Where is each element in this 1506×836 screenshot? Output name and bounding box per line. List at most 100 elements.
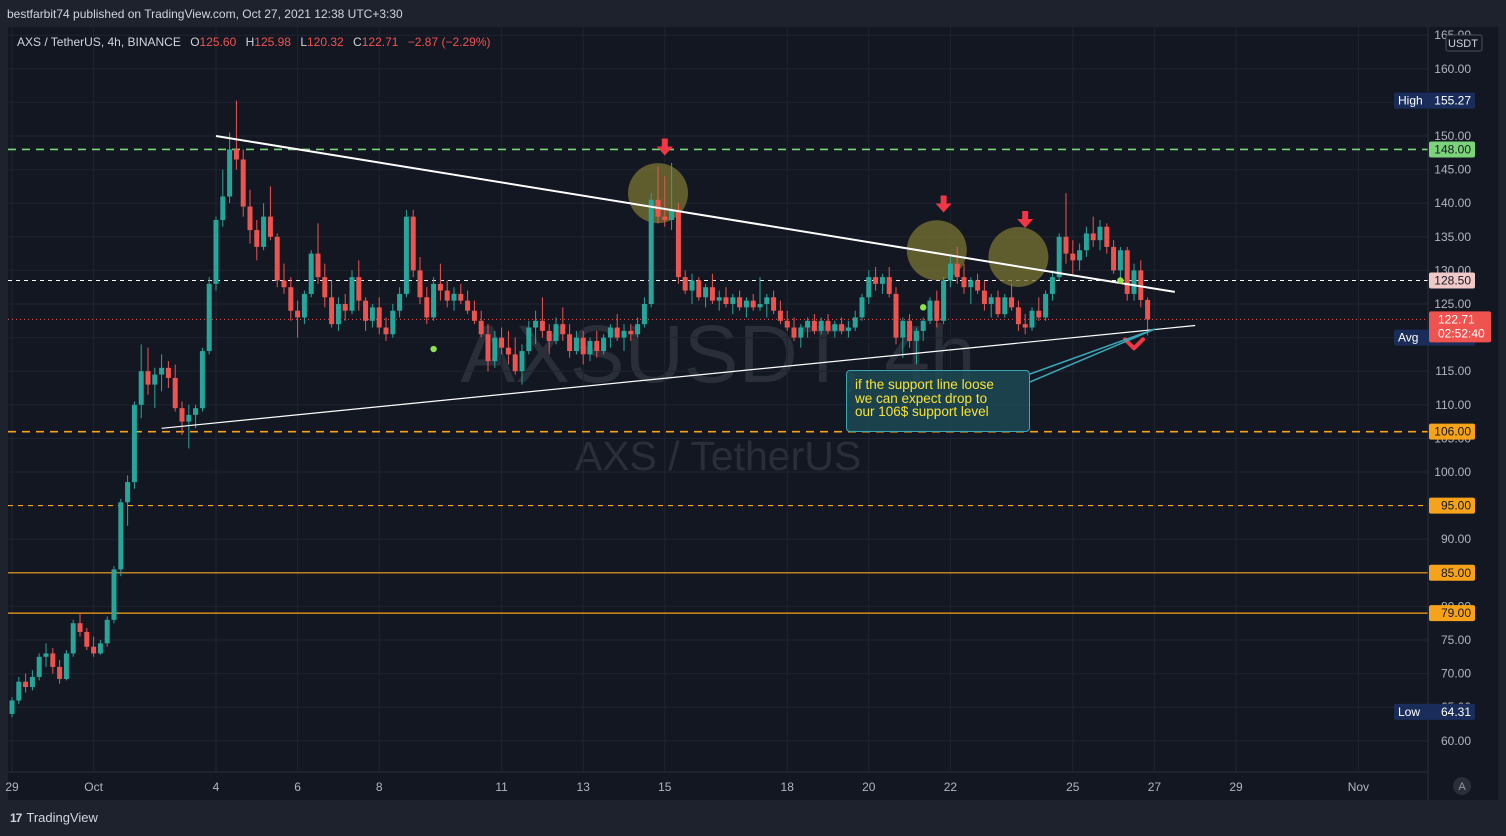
time-tick-label: 29 [5,780,19,794]
open-value: 125.60 [199,35,237,49]
candle-body [369,307,375,321]
candle-body [1104,226,1110,247]
candle-body [329,297,335,325]
candle-body [84,631,90,647]
candle-body [499,337,505,348]
candle-body [839,324,845,331]
candle-body [1015,307,1021,325]
ascending-support-line [161,324,1196,429]
candle-body [281,280,287,288]
candle-body [261,216,267,247]
candle-body [227,149,233,197]
candle-body [893,293,899,338]
candle-body [716,297,722,301]
candle-body [254,230,260,247]
high-tag-value: 155.27 [1434,94,1471,108]
candle-body [560,324,566,335]
candle-body [703,287,709,298]
time-tick-label: 20 [862,780,876,794]
candle-body [961,277,967,288]
candle-body [118,502,124,570]
symbol-name[interactable]: AXS / TetherUS, 4h, BINANCE [17,35,181,49]
time-tick-label: 4 [213,780,220,794]
candle-body [539,320,545,331]
candle-body [220,196,226,220]
candle-body [274,236,280,281]
currency-badge: USDT [1448,38,1478,50]
candle-body [852,317,858,328]
candle-body [533,320,539,328]
descending-resistance-line [215,135,1175,293]
callout-pointer [1029,328,1156,375]
annotation-callout[interactable]: if the support line loose we can expect … [846,370,1030,432]
candle-body [947,263,953,281]
candle-body [628,330,634,335]
candle-body [36,656,42,677]
highlight-circle [988,226,1049,287]
horizontal-levels[interactable] [8,148,1428,614]
candle-body [342,304,348,311]
candle-body [233,149,239,160]
arrow-markers[interactable] [656,138,1145,351]
last-price-bg [1429,311,1491,343]
candle-body [349,277,355,311]
candle-body [159,367,165,375]
candle-body [1097,226,1103,241]
candle-body [1138,270,1144,300]
close-value: 122.71 [361,35,399,49]
time-tick-label: 8 [376,780,383,794]
low-tag-value: 64.31 [1441,705,1471,719]
candle-body [199,351,205,409]
candle-body [811,320,817,331]
top-header-bar: bestfarbit74 published on TradingView.co… [0,0,1506,27]
trendlines[interactable] [161,135,1196,429]
candle-body [886,277,892,294]
candle-body [288,287,294,311]
level-tag-bg [1429,564,1475,581]
candle-body [172,377,178,409]
candle-body [335,304,341,325]
time-tick-label: 27 [1148,780,1162,794]
symbol-legend: AXS / TetherUS, 4h, BINANCE O125.60 H125… [17,35,491,49]
candle-body [771,297,777,311]
price-tick-label: 140.00 [1434,196,1471,210]
highlight-circles[interactable] [628,163,1049,287]
price-tags: 148.00 128.50 106.00 95.00 85.00 79.00 USDT Hig… [1394,34,1491,795]
candle-body [193,408,199,415]
candle-body [91,646,97,654]
high-tag-bg [1394,92,1475,109]
time-axis[interactable]: 29 Oct 4 6 8 11 13 15 18 20 22 25 27 29 Nov [5,771,1428,794]
down-arrow-icon [656,138,673,156]
time-tick-label: 25 [1066,780,1080,794]
candle-body [689,280,695,291]
candle-body [383,327,389,335]
candle-body [784,320,790,328]
candle-body [675,209,681,278]
tradingview-wordmark: TradingView [26,810,98,825]
time-tick-label: 18 [781,780,795,794]
candle-body [995,297,1001,315]
high-key: H [245,35,255,49]
candle-body [832,324,838,331]
callout-pointer-2 [1029,328,1156,383]
candle-body [879,277,885,284]
candle-body [764,297,770,304]
candle-body [505,347,511,355]
candle-body [315,253,321,278]
candle-body [1049,277,1055,294]
watermark: AXSUSDT, 4h AXS / TetherUS [461,309,976,479]
chart-frame[interactable] [8,27,1498,800]
down-chevron-icon [1123,337,1145,351]
candle-body [594,340,600,352]
tradingview-brand[interactable]: 17 TradingView [10,810,98,825]
low-tag-bg [1394,703,1475,720]
candle-body [553,324,559,341]
candle-body [50,653,56,667]
candle-body [845,327,851,331]
candle-body [621,330,627,338]
down-arrow-icon [1017,211,1034,229]
grid-lines [8,27,1428,772]
time-tick-label: 6 [294,780,301,794]
candle-body [417,270,423,298]
